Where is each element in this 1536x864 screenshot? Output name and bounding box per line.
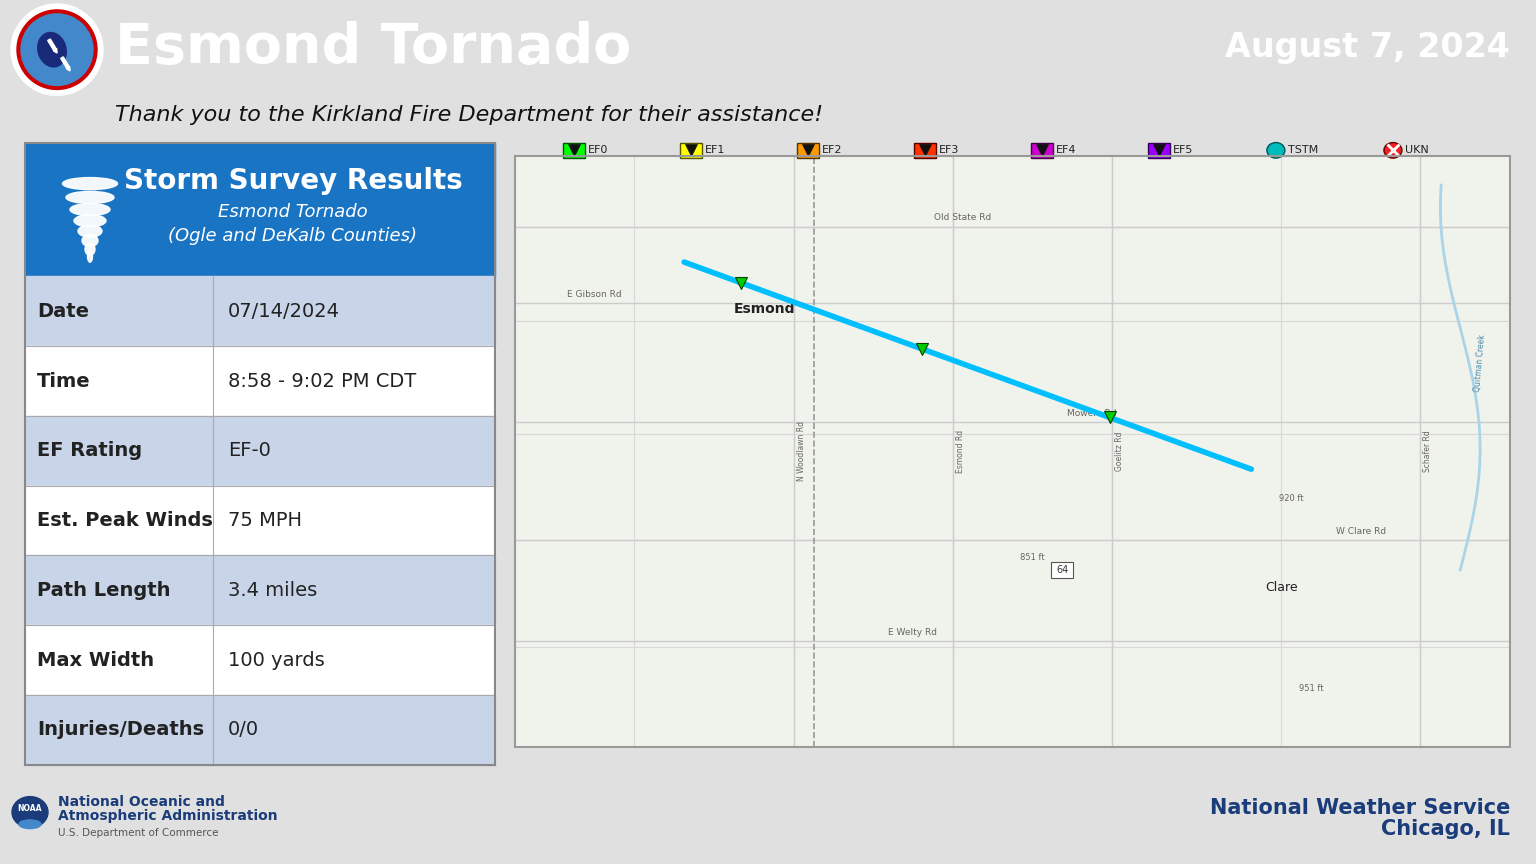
Text: National Oceanic and: National Oceanic and xyxy=(58,795,224,809)
Bar xyxy=(25,346,495,416)
Text: Old State Rd: Old State Rd xyxy=(934,213,991,222)
Ellipse shape xyxy=(71,204,111,216)
Text: 851 ft: 851 ft xyxy=(1020,554,1044,562)
Text: W Clare Rd: W Clare Rd xyxy=(1336,527,1385,536)
Text: Esmond Tornado: Esmond Tornado xyxy=(115,21,631,74)
Text: 64: 64 xyxy=(1057,565,1069,575)
Ellipse shape xyxy=(18,820,41,829)
Circle shape xyxy=(1267,143,1286,158)
Bar xyxy=(515,156,1510,747)
Bar xyxy=(25,486,495,556)
Text: Esmond: Esmond xyxy=(734,302,796,316)
Text: EF Rating: EF Rating xyxy=(37,442,143,461)
Ellipse shape xyxy=(66,192,114,204)
Text: Date: Date xyxy=(37,302,89,321)
Text: EF4: EF4 xyxy=(1055,145,1077,156)
FancyBboxPatch shape xyxy=(562,143,585,158)
Text: (Ogle and DeKalb Counties): (Ogle and DeKalb Counties) xyxy=(169,227,418,245)
FancyBboxPatch shape xyxy=(1031,143,1052,158)
Ellipse shape xyxy=(81,235,98,247)
Text: Chicago, IL: Chicago, IL xyxy=(1381,819,1510,840)
Text: Atmospheric Administration: Atmospheric Administration xyxy=(58,810,278,823)
Text: TSTM: TSTM xyxy=(1287,145,1318,156)
Text: Clare: Clare xyxy=(1264,581,1298,594)
Bar xyxy=(25,556,495,626)
Text: 0/0: 0/0 xyxy=(227,721,260,740)
FancyBboxPatch shape xyxy=(1147,143,1170,158)
Text: Path Length: Path Length xyxy=(37,581,170,600)
Text: Time: Time xyxy=(37,372,91,391)
Text: EF0: EF0 xyxy=(588,145,608,156)
Text: Thank you to the Kirkland Fire Department for their assistance!: Thank you to the Kirkland Fire Departmen… xyxy=(115,105,823,125)
Bar xyxy=(25,626,495,695)
Ellipse shape xyxy=(78,226,101,238)
Bar xyxy=(515,156,1510,747)
Text: 951 ft: 951 ft xyxy=(1299,683,1322,693)
Ellipse shape xyxy=(88,251,92,263)
Text: NOAA: NOAA xyxy=(18,804,43,813)
Text: National Weather Service: National Weather Service xyxy=(1210,797,1510,818)
Text: 920 ft: 920 ft xyxy=(1279,494,1304,504)
Circle shape xyxy=(12,797,48,828)
Text: EF2: EF2 xyxy=(822,145,842,156)
FancyBboxPatch shape xyxy=(797,143,819,158)
Text: Schafer Rd: Schafer Rd xyxy=(1424,430,1433,473)
Ellipse shape xyxy=(74,215,106,227)
Ellipse shape xyxy=(63,178,117,190)
Text: EF5: EF5 xyxy=(1174,145,1193,156)
Text: 8:58 - 9:02 PM CDT: 8:58 - 9:02 PM CDT xyxy=(227,372,416,391)
Bar xyxy=(25,695,495,765)
Text: 100 yards: 100 yards xyxy=(227,651,324,670)
FancyArrow shape xyxy=(61,57,71,71)
Text: N Woodlawn Rd: N Woodlawn Rd xyxy=(797,422,805,481)
FancyBboxPatch shape xyxy=(1051,562,1074,578)
Bar xyxy=(25,276,495,346)
Circle shape xyxy=(22,14,94,86)
FancyBboxPatch shape xyxy=(914,143,935,158)
Text: UKN: UKN xyxy=(1405,145,1428,156)
Circle shape xyxy=(11,4,103,95)
Text: Max Width: Max Width xyxy=(37,651,154,670)
Text: Esmond Rd: Esmond Rd xyxy=(955,430,965,473)
Circle shape xyxy=(1384,143,1402,158)
Bar xyxy=(25,143,495,765)
Text: Esmond Tornado: Esmond Tornado xyxy=(218,203,367,220)
Text: Storm Survey Results: Storm Survey Results xyxy=(123,168,462,195)
Text: EF3: EF3 xyxy=(938,145,958,156)
Text: 3.4 miles: 3.4 miles xyxy=(227,581,318,600)
Text: U.S. Department of Commerce: U.S. Department of Commerce xyxy=(58,828,218,838)
Text: Goelitz Rd: Goelitz Rd xyxy=(1115,432,1124,471)
Text: EF1: EF1 xyxy=(705,145,725,156)
Text: Injuries/Deaths: Injuries/Deaths xyxy=(37,721,204,740)
Text: E Welty Rd: E Welty Rd xyxy=(888,627,937,637)
Bar xyxy=(25,143,495,276)
Text: Quitman Creek: Quitman Creek xyxy=(1473,334,1487,391)
Bar xyxy=(25,416,495,486)
Text: 07/14/2024: 07/14/2024 xyxy=(227,302,339,321)
Ellipse shape xyxy=(38,33,66,67)
Circle shape xyxy=(17,10,97,90)
Text: 75 MPH: 75 MPH xyxy=(227,511,303,530)
Ellipse shape xyxy=(84,244,95,256)
Text: Mowers Rd: Mowers Rd xyxy=(1068,409,1117,417)
Text: Est. Peak Winds: Est. Peak Winds xyxy=(37,511,214,530)
Text: August 7, 2024: August 7, 2024 xyxy=(1226,31,1510,64)
Text: E Gibson Rd: E Gibson Rd xyxy=(567,290,622,299)
FancyArrow shape xyxy=(48,39,57,53)
FancyBboxPatch shape xyxy=(679,143,702,158)
Text: EF-0: EF-0 xyxy=(227,442,270,461)
